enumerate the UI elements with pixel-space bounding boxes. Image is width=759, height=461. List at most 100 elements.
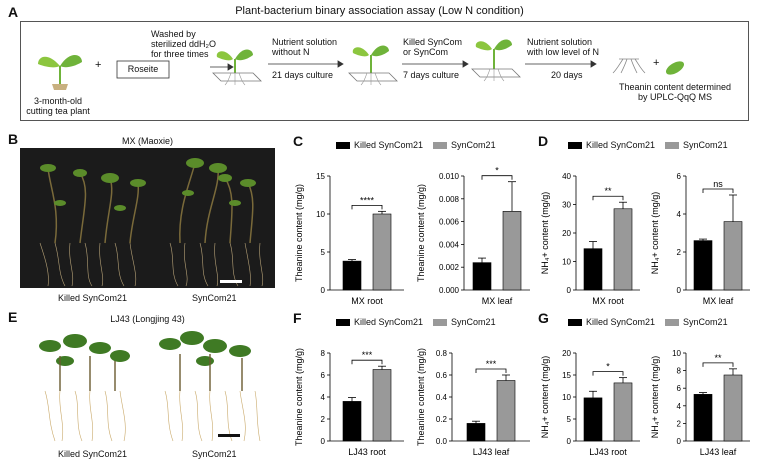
plus-sign-2: + — [653, 57, 660, 69]
significance-label: *** — [362, 350, 373, 360]
y-axis-label: Theanine content (mg/g) — [294, 184, 304, 282]
y-axis-label: Theanine content (mg/g) — [416, 348, 426, 446]
chart-mx-leaf-nh4: NH₄+ content (mg/g) 0 2 4 6 ns MX leaf — [650, 172, 750, 306]
legend-swatch-syncom — [665, 318, 680, 326]
y-axis-label: Theanine content (mg/g) — [294, 348, 304, 446]
y-tick-label: 0.004 — [439, 240, 460, 249]
panel-b-left-label: Killed SynCom21 — [58, 293, 128, 303]
legend-syncom-label: SynCom21 — [451, 317, 496, 327]
significance-label: ** — [714, 353, 722, 363]
y-tick-label: 0 — [567, 437, 572, 446]
chart-mx-root-nh4: NH₄+ content (mg/g) 0 10 20 30 40 ** MX root — [540, 172, 640, 306]
significance-bracket — [702, 188, 734, 193]
step-nutrient-lowN-label: Nutrient solution with low level of N — [527, 37, 600, 57]
y-tick-label: 30 — [562, 201, 571, 210]
panel-a-box — [20, 21, 749, 121]
legend-swatch-killed — [336, 141, 350, 149]
y-tick-label: 4 — [677, 210, 682, 219]
step-plant-label: 3-month-old cutting tea plant — [26, 96, 90, 116]
significance-label: ns — [713, 179, 723, 189]
step-culture7-label: 7 days culture — [403, 70, 460, 80]
y-tick-label: 2 — [677, 248, 682, 257]
y-tick-label: 15 — [316, 172, 325, 181]
x-axis-label: MX root — [351, 296, 383, 306]
y-tick-label: 4 — [677, 402, 682, 411]
y-tick-label: 0.8 — [436, 349, 448, 358]
y-tick-label: 0 — [677, 286, 682, 295]
x-axis-label: LJ43 leaf — [700, 447, 737, 457]
y-tick-label: 0.006 — [439, 218, 460, 227]
bar — [342, 401, 362, 442]
significance-bracket — [475, 368, 507, 373]
legend-f: Killed SynCom21 SynCom21 — [336, 317, 496, 327]
y-tick-label: 4 — [321, 393, 326, 402]
legend-killed-label: Killed SynCom21 — [354, 140, 424, 150]
bar — [693, 240, 713, 291]
chart-mx-leaf-theanine: Theanine content (mg/g) 0.000 0.002 0.004 0.… — [416, 166, 530, 306]
significance-label: **** — [360, 195, 375, 205]
legend-syncom-label: SynCom21 — [451, 140, 496, 150]
significance-bracket — [592, 195, 624, 201]
mx-plants-illustration — [39, 158, 263, 287]
bar — [723, 221, 743, 291]
y-tick-label: 0 — [567, 286, 572, 295]
y-tick-label: 2 — [677, 419, 682, 428]
panel-letter-e: E — [8, 309, 18, 325]
y-tick-label: 0 — [677, 437, 682, 446]
bar — [583, 397, 603, 442]
y-axis-label: NH₄+ content (mg/g) — [650, 192, 660, 274]
y-axis-label: Theanine content (mg/g) — [416, 184, 426, 282]
chart-mx-root-theanine: Theanine content (mg/g) 0 5 10 15 **** MX root — [294, 172, 404, 306]
legend-swatch-syncom — [665, 141, 680, 149]
panel-letter-a: A — [8, 4, 19, 20]
legend-d: Killed SynCom21 SynCom21 — [568, 140, 728, 150]
tray-icon-3 — [471, 39, 521, 82]
step-nutrient-noN-label: Nutrient solution without N — [272, 37, 338, 57]
panel-e-left-label: Killed SynCom21 — [58, 449, 128, 459]
panel-letter-d: D — [538, 133, 549, 149]
x-axis-label: LJ43 root — [348, 447, 386, 457]
x-axis-label: LJ43 root — [589, 447, 627, 457]
x-axis-label: LJ43 leaf — [473, 447, 510, 457]
legend-syncom-label: SynCom21 — [683, 317, 728, 327]
y-tick-label: 0.000 — [439, 286, 460, 295]
bar — [472, 262, 492, 291]
legend-killed-label: Killed SynCom21 — [586, 140, 656, 150]
y-tick-label: 0.4 — [436, 393, 448, 402]
panel-letter-f: F — [293, 310, 302, 326]
mx-plants-photo — [20, 148, 275, 288]
y-tick-label: 0.010 — [439, 172, 460, 181]
y-tick-label: 6 — [321, 371, 326, 380]
roseite-box — [116, 60, 170, 79]
legend-killed-label: Killed SynCom21 — [354, 317, 424, 327]
bar — [496, 380, 516, 442]
bar — [372, 369, 392, 442]
y-tick-label: 0.2 — [436, 415, 448, 424]
y-tick-label: 15 — [562, 371, 571, 380]
bar — [342, 260, 362, 291]
x-axis-label: MX root — [592, 296, 624, 306]
y-axis-label: NH₄+ content (mg/g) — [540, 192, 550, 274]
panel-b-right-label: SynCom21 — [192, 293, 237, 303]
chart-lj43-root-nh4: NH₄+ content (mg/g) 0 5 10 15 20 * LJ43 root — [540, 349, 640, 457]
roots-icon — [612, 58, 646, 74]
y-tick-label: 10 — [316, 210, 325, 219]
significance-bracket — [351, 204, 383, 210]
y-tick-label: 5 — [321, 248, 326, 257]
y-tick-label: 10 — [562, 393, 571, 402]
y-tick-label: 8 — [321, 349, 326, 358]
panel-e-title: LJ43 (Longjing 43) — [110, 314, 185, 324]
bar — [583, 248, 603, 291]
step-theanine-label: Theanin content determined by UPLC-QqQ M… — [618, 82, 732, 102]
seedling-icon-1 — [38, 55, 82, 90]
roseite-label: Roseite — [127, 64, 159, 74]
significance-label: *** — [486, 359, 497, 369]
chart-lj43-leaf-theanine: Theanine content (mg/g) 0.0 0.2 0.4 0.6 0.8 **… — [416, 348, 530, 457]
y-tick-label: 0 — [321, 437, 326, 446]
significance-label: * — [606, 362, 610, 372]
significance-bracket — [481, 175, 513, 180]
legend-swatch-killed — [568, 141, 582, 149]
significance-bracket — [592, 371, 624, 376]
x-axis-label: MX leaf — [703, 296, 734, 306]
legend-g: Killed SynCom21 SynCom21 — [568, 317, 728, 327]
